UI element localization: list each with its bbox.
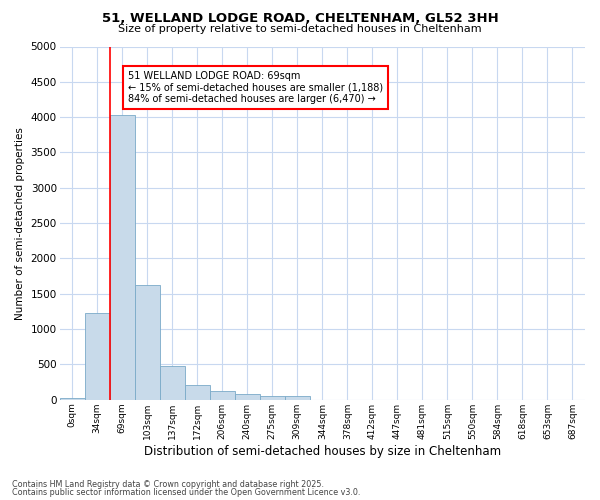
Bar [185, 385, 210, 400]
Bar [59, 398, 85, 400]
Text: Contains HM Land Registry data © Crown copyright and database right 2025.: Contains HM Land Registry data © Crown c… [12, 480, 324, 489]
Bar [210, 390, 235, 400]
Y-axis label: Number of semi-detached properties: Number of semi-detached properties [15, 126, 25, 320]
Text: Size of property relative to semi-detached houses in Cheltenham: Size of property relative to semi-detach… [118, 24, 482, 34]
Bar [235, 394, 260, 400]
Bar [110, 115, 134, 400]
Bar [260, 396, 285, 400]
Bar [285, 396, 310, 400]
Bar [85, 313, 110, 400]
X-axis label: Distribution of semi-detached houses by size in Cheltenham: Distribution of semi-detached houses by … [144, 444, 501, 458]
Text: 51 WELLAND LODGE ROAD: 69sqm
← 15% of semi-detached houses are smaller (1,188)
8: 51 WELLAND LODGE ROAD: 69sqm ← 15% of se… [128, 71, 383, 104]
Text: 51, WELLAND LODGE ROAD, CHELTENHAM, GL52 3HH: 51, WELLAND LODGE ROAD, CHELTENHAM, GL52… [101, 12, 499, 26]
Bar [134, 286, 160, 400]
Text: Contains public sector information licensed under the Open Government Licence v3: Contains public sector information licen… [12, 488, 361, 497]
Bar [160, 366, 185, 400]
